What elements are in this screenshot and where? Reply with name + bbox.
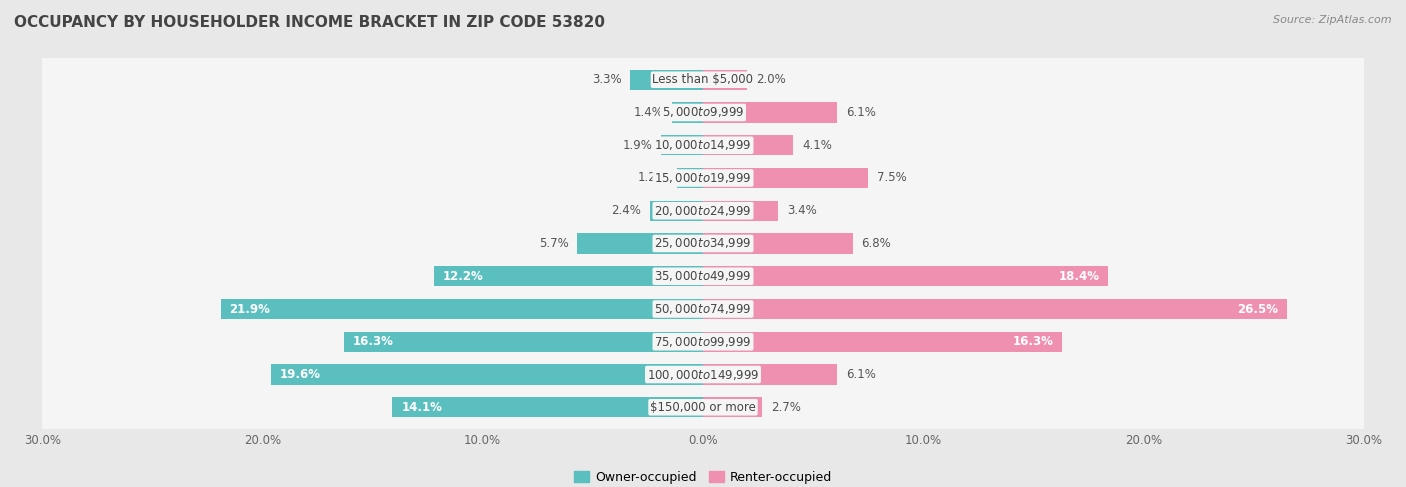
Text: $10,000 to $14,999: $10,000 to $14,999	[654, 138, 752, 152]
Text: 2.4%: 2.4%	[612, 204, 641, 217]
Bar	[703, 201, 778, 221]
Bar	[703, 102, 838, 123]
Bar	[672, 102, 703, 123]
FancyBboxPatch shape	[35, 252, 1371, 300]
Bar	[221, 299, 703, 319]
Text: 6.1%: 6.1%	[846, 368, 876, 381]
Bar	[703, 332, 1062, 352]
Text: $50,000 to $74,999: $50,000 to $74,999	[654, 302, 752, 316]
Text: 6.1%: 6.1%	[846, 106, 876, 119]
Text: 3.4%: 3.4%	[787, 204, 817, 217]
Text: Less than $5,000: Less than $5,000	[652, 73, 754, 86]
Text: $100,000 to $149,999: $100,000 to $149,999	[647, 368, 759, 381]
Text: $20,000 to $24,999: $20,000 to $24,999	[654, 204, 752, 218]
FancyBboxPatch shape	[35, 121, 1371, 169]
Bar	[703, 70, 747, 90]
Text: 16.3%: 16.3%	[353, 335, 394, 348]
Text: 4.1%: 4.1%	[801, 139, 832, 152]
Bar	[703, 233, 853, 254]
FancyBboxPatch shape	[35, 285, 1371, 333]
Text: 18.4%: 18.4%	[1059, 270, 1099, 283]
FancyBboxPatch shape	[35, 187, 1371, 235]
Bar	[650, 201, 703, 221]
Text: $35,000 to $49,999: $35,000 to $49,999	[654, 269, 752, 283]
Bar	[703, 364, 838, 385]
Text: 1.9%: 1.9%	[623, 139, 652, 152]
Text: 16.3%: 16.3%	[1012, 335, 1053, 348]
Text: 7.5%: 7.5%	[877, 171, 907, 185]
Text: 19.6%: 19.6%	[280, 368, 321, 381]
FancyBboxPatch shape	[35, 56, 1371, 104]
Text: 2.0%: 2.0%	[756, 73, 786, 86]
Bar	[434, 266, 703, 286]
FancyBboxPatch shape	[35, 383, 1371, 431]
Bar	[392, 397, 703, 417]
Text: 12.2%: 12.2%	[443, 270, 484, 283]
Text: 26.5%: 26.5%	[1237, 302, 1278, 316]
Text: $75,000 to $99,999: $75,000 to $99,999	[654, 335, 752, 349]
Text: $150,000 or more: $150,000 or more	[650, 401, 756, 414]
Legend: Owner-occupied, Renter-occupied: Owner-occupied, Renter-occupied	[568, 466, 838, 487]
Bar	[630, 70, 703, 90]
Bar	[344, 332, 703, 352]
FancyBboxPatch shape	[35, 350, 1371, 399]
Bar	[578, 233, 703, 254]
Bar	[703, 266, 1108, 286]
Bar	[703, 168, 868, 188]
Text: 2.7%: 2.7%	[772, 401, 801, 414]
Text: OCCUPANCY BY HOUSEHOLDER INCOME BRACKET IN ZIP CODE 53820: OCCUPANCY BY HOUSEHOLDER INCOME BRACKET …	[14, 15, 605, 30]
Text: 1.4%: 1.4%	[634, 106, 664, 119]
Text: 1.2%: 1.2%	[638, 171, 668, 185]
Bar	[703, 135, 793, 155]
Text: Source: ZipAtlas.com: Source: ZipAtlas.com	[1274, 15, 1392, 25]
Text: $25,000 to $34,999: $25,000 to $34,999	[654, 237, 752, 250]
Text: 3.3%: 3.3%	[592, 73, 621, 86]
FancyBboxPatch shape	[35, 154, 1371, 202]
Bar	[703, 397, 762, 417]
Text: 21.9%: 21.9%	[229, 302, 270, 316]
Bar	[676, 168, 703, 188]
Text: 14.1%: 14.1%	[401, 401, 441, 414]
Bar	[271, 364, 703, 385]
FancyBboxPatch shape	[35, 318, 1371, 366]
Bar	[661, 135, 703, 155]
Text: $5,000 to $9,999: $5,000 to $9,999	[662, 106, 744, 119]
Text: 6.8%: 6.8%	[862, 237, 891, 250]
FancyBboxPatch shape	[35, 88, 1371, 137]
Bar	[703, 299, 1286, 319]
FancyBboxPatch shape	[35, 219, 1371, 268]
Text: 5.7%: 5.7%	[538, 237, 568, 250]
Text: $15,000 to $19,999: $15,000 to $19,999	[654, 171, 752, 185]
